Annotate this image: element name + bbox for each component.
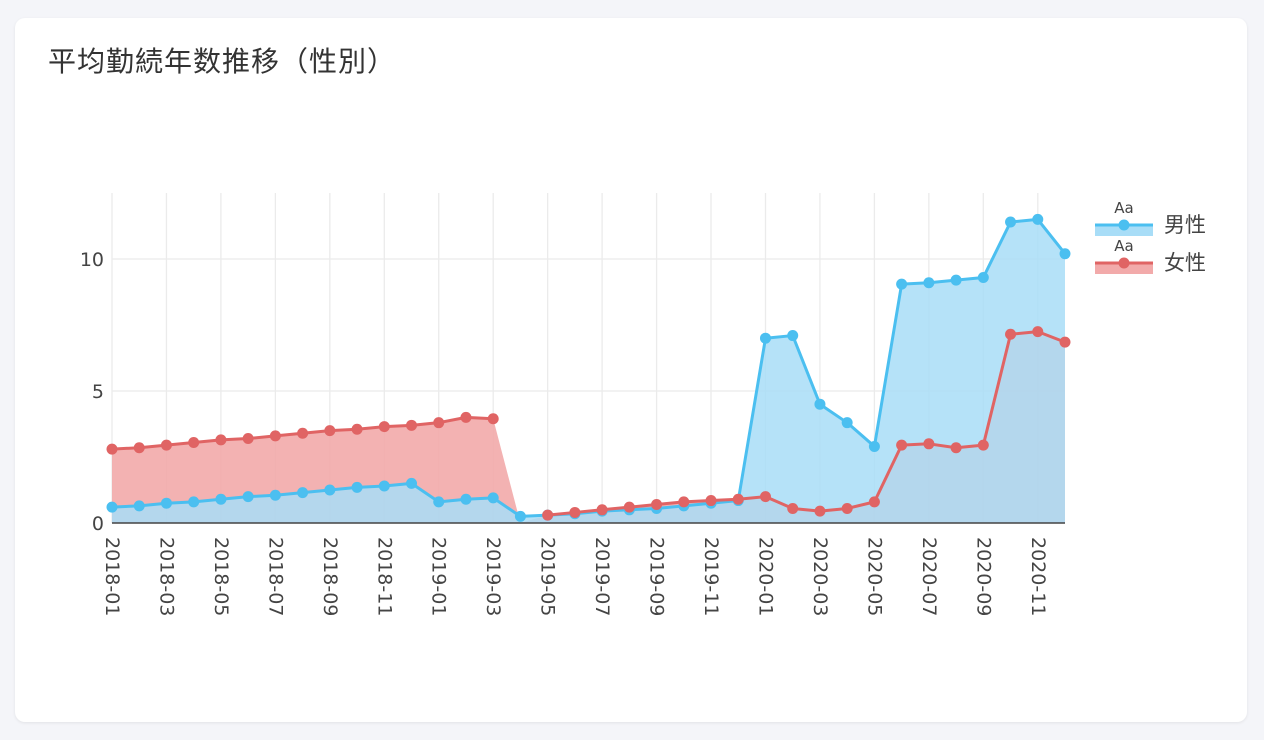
data-point-male[interactable]	[514, 510, 526, 522]
data-point-female[interactable]	[160, 439, 172, 451]
line-layer	[106, 213, 1071, 522]
data-point-male[interactable]	[324, 484, 336, 496]
data-point-female[interactable]	[215, 434, 227, 446]
data-point-male[interactable]	[106, 501, 118, 513]
data-point-female[interactable]	[406, 419, 418, 431]
data-point-female[interactable]	[1005, 328, 1017, 340]
data-point-male[interactable]	[950, 274, 962, 286]
data-point-female[interactable]	[841, 502, 853, 514]
legend[interactable]: Aa 男性 Aa 女性	[1095, 199, 1206, 275]
x-tick-label: 2018-09	[319, 537, 341, 616]
data-point-male[interactable]	[160, 497, 172, 509]
data-point-female[interactable]	[269, 430, 281, 442]
data-point-female[interactable]	[596, 504, 608, 516]
data-point-female[interactable]	[868, 496, 880, 508]
data-point-male[interactable]	[406, 477, 418, 489]
legend-aa-female: Aa	[1114, 237, 1133, 255]
data-point-female[interactable]	[487, 413, 499, 425]
data-point-female[interactable]	[787, 502, 799, 514]
data-point-female[interactable]	[1059, 336, 1071, 348]
y-tick-label: 0	[92, 513, 104, 535]
data-point-female[interactable]	[977, 439, 989, 451]
data-point-female[interactable]	[242, 433, 254, 445]
data-point-male[interactable]	[351, 481, 363, 493]
data-point-female[interactable]	[623, 501, 635, 513]
x-tick-label: 2018-11	[373, 537, 395, 616]
data-point-female[interactable]	[950, 442, 962, 454]
data-point-male[interactable]	[215, 493, 227, 505]
legend-label-female[interactable]: 女性	[1164, 251, 1206, 275]
data-point-male[interactable]	[460, 493, 472, 505]
data-point-female[interactable]	[324, 425, 336, 437]
chart-title: 平均勤続年数推移（性別）	[48, 45, 397, 78]
data-point-female[interactable]	[896, 439, 908, 451]
data-point-male[interactable]	[242, 491, 254, 503]
y-tick-label: 5	[92, 381, 104, 403]
x-tick-label: 2020-11	[1027, 537, 1049, 616]
data-point-male[interactable]	[868, 440, 880, 452]
legend-marker-male	[1118, 219, 1130, 231]
x-tick-label: 2019-07	[591, 537, 613, 616]
data-point-male[interactable]	[378, 480, 390, 492]
legend-label-male[interactable]: 男性	[1164, 213, 1206, 237]
axes: 0 5 10 2018-01 2018-03 2018-05 2018-07 2018-09 2…	[80, 249, 1065, 616]
data-point-male[interactable]	[133, 500, 145, 512]
x-tick-label: 2020-07	[918, 537, 940, 616]
data-point-female[interactable]	[759, 491, 771, 503]
legend-aa-male: Aa	[1114, 199, 1133, 217]
data-point-male[interactable]	[841, 417, 853, 429]
data-point-male[interactable]	[1005, 216, 1017, 228]
y-tick-label: 10	[80, 249, 104, 271]
data-point-male[interactable]	[487, 492, 499, 504]
data-point-male[interactable]	[297, 487, 309, 499]
data-point-female[interactable]	[705, 495, 717, 507]
area-fill-female	[112, 331, 1065, 523]
data-point-female[interactable]	[297, 427, 309, 439]
data-point-female[interactable]	[1032, 326, 1044, 338]
data-point-male[interactable]	[923, 277, 935, 289]
data-point-female[interactable]	[378, 421, 390, 433]
x-tick-label: 2020-05	[863, 537, 885, 616]
data-point-male[interactable]	[977, 271, 989, 283]
area-fill-male	[112, 219, 1065, 523]
data-point-female[interactable]	[542, 509, 554, 521]
data-point-male[interactable]	[1059, 248, 1071, 260]
data-point-male[interactable]	[433, 496, 445, 508]
data-point-female[interactable]	[133, 442, 145, 454]
x-tick-label: 2019-05	[537, 537, 559, 616]
data-point-male[interactable]	[814, 398, 826, 410]
x-tick-label: 2018-01	[101, 537, 123, 616]
x-tick-label: 2018-05	[210, 537, 232, 616]
data-point-female[interactable]	[651, 499, 663, 511]
data-point-female[interactable]	[923, 438, 935, 450]
data-point-female[interactable]	[732, 493, 744, 505]
data-point-male[interactable]	[787, 330, 799, 342]
x-tick-label: 2019-11	[700, 537, 722, 616]
data-point-male[interactable]	[269, 489, 281, 501]
x-tick-label: 2019-09	[646, 537, 668, 616]
data-point-male[interactable]	[1032, 213, 1044, 225]
x-tick-label: 2018-07	[264, 537, 286, 616]
legend-marker-female	[1118, 257, 1130, 269]
data-point-female[interactable]	[678, 496, 690, 508]
area-layer	[112, 219, 1065, 523]
x-tick-label: 2020-01	[754, 537, 776, 616]
data-point-male[interactable]	[759, 332, 771, 344]
x-tick-label: 2020-09	[972, 537, 994, 616]
data-point-male[interactable]	[896, 278, 908, 290]
x-tick-label: 2018-03	[155, 537, 177, 616]
data-point-female[interactable]	[569, 506, 581, 518]
x-tick-label: 2019-03	[482, 537, 504, 616]
data-point-female[interactable]	[814, 505, 826, 517]
data-point-female[interactable]	[433, 417, 445, 429]
data-point-female[interactable]	[106, 443, 118, 455]
x-tick-label: 2019-01	[428, 537, 450, 616]
data-point-male[interactable]	[188, 496, 200, 508]
data-point-female[interactable]	[188, 436, 200, 448]
data-point-female[interactable]	[351, 423, 363, 435]
x-tick-label: 2020-03	[809, 537, 831, 616]
data-point-female[interactable]	[460, 411, 472, 423]
